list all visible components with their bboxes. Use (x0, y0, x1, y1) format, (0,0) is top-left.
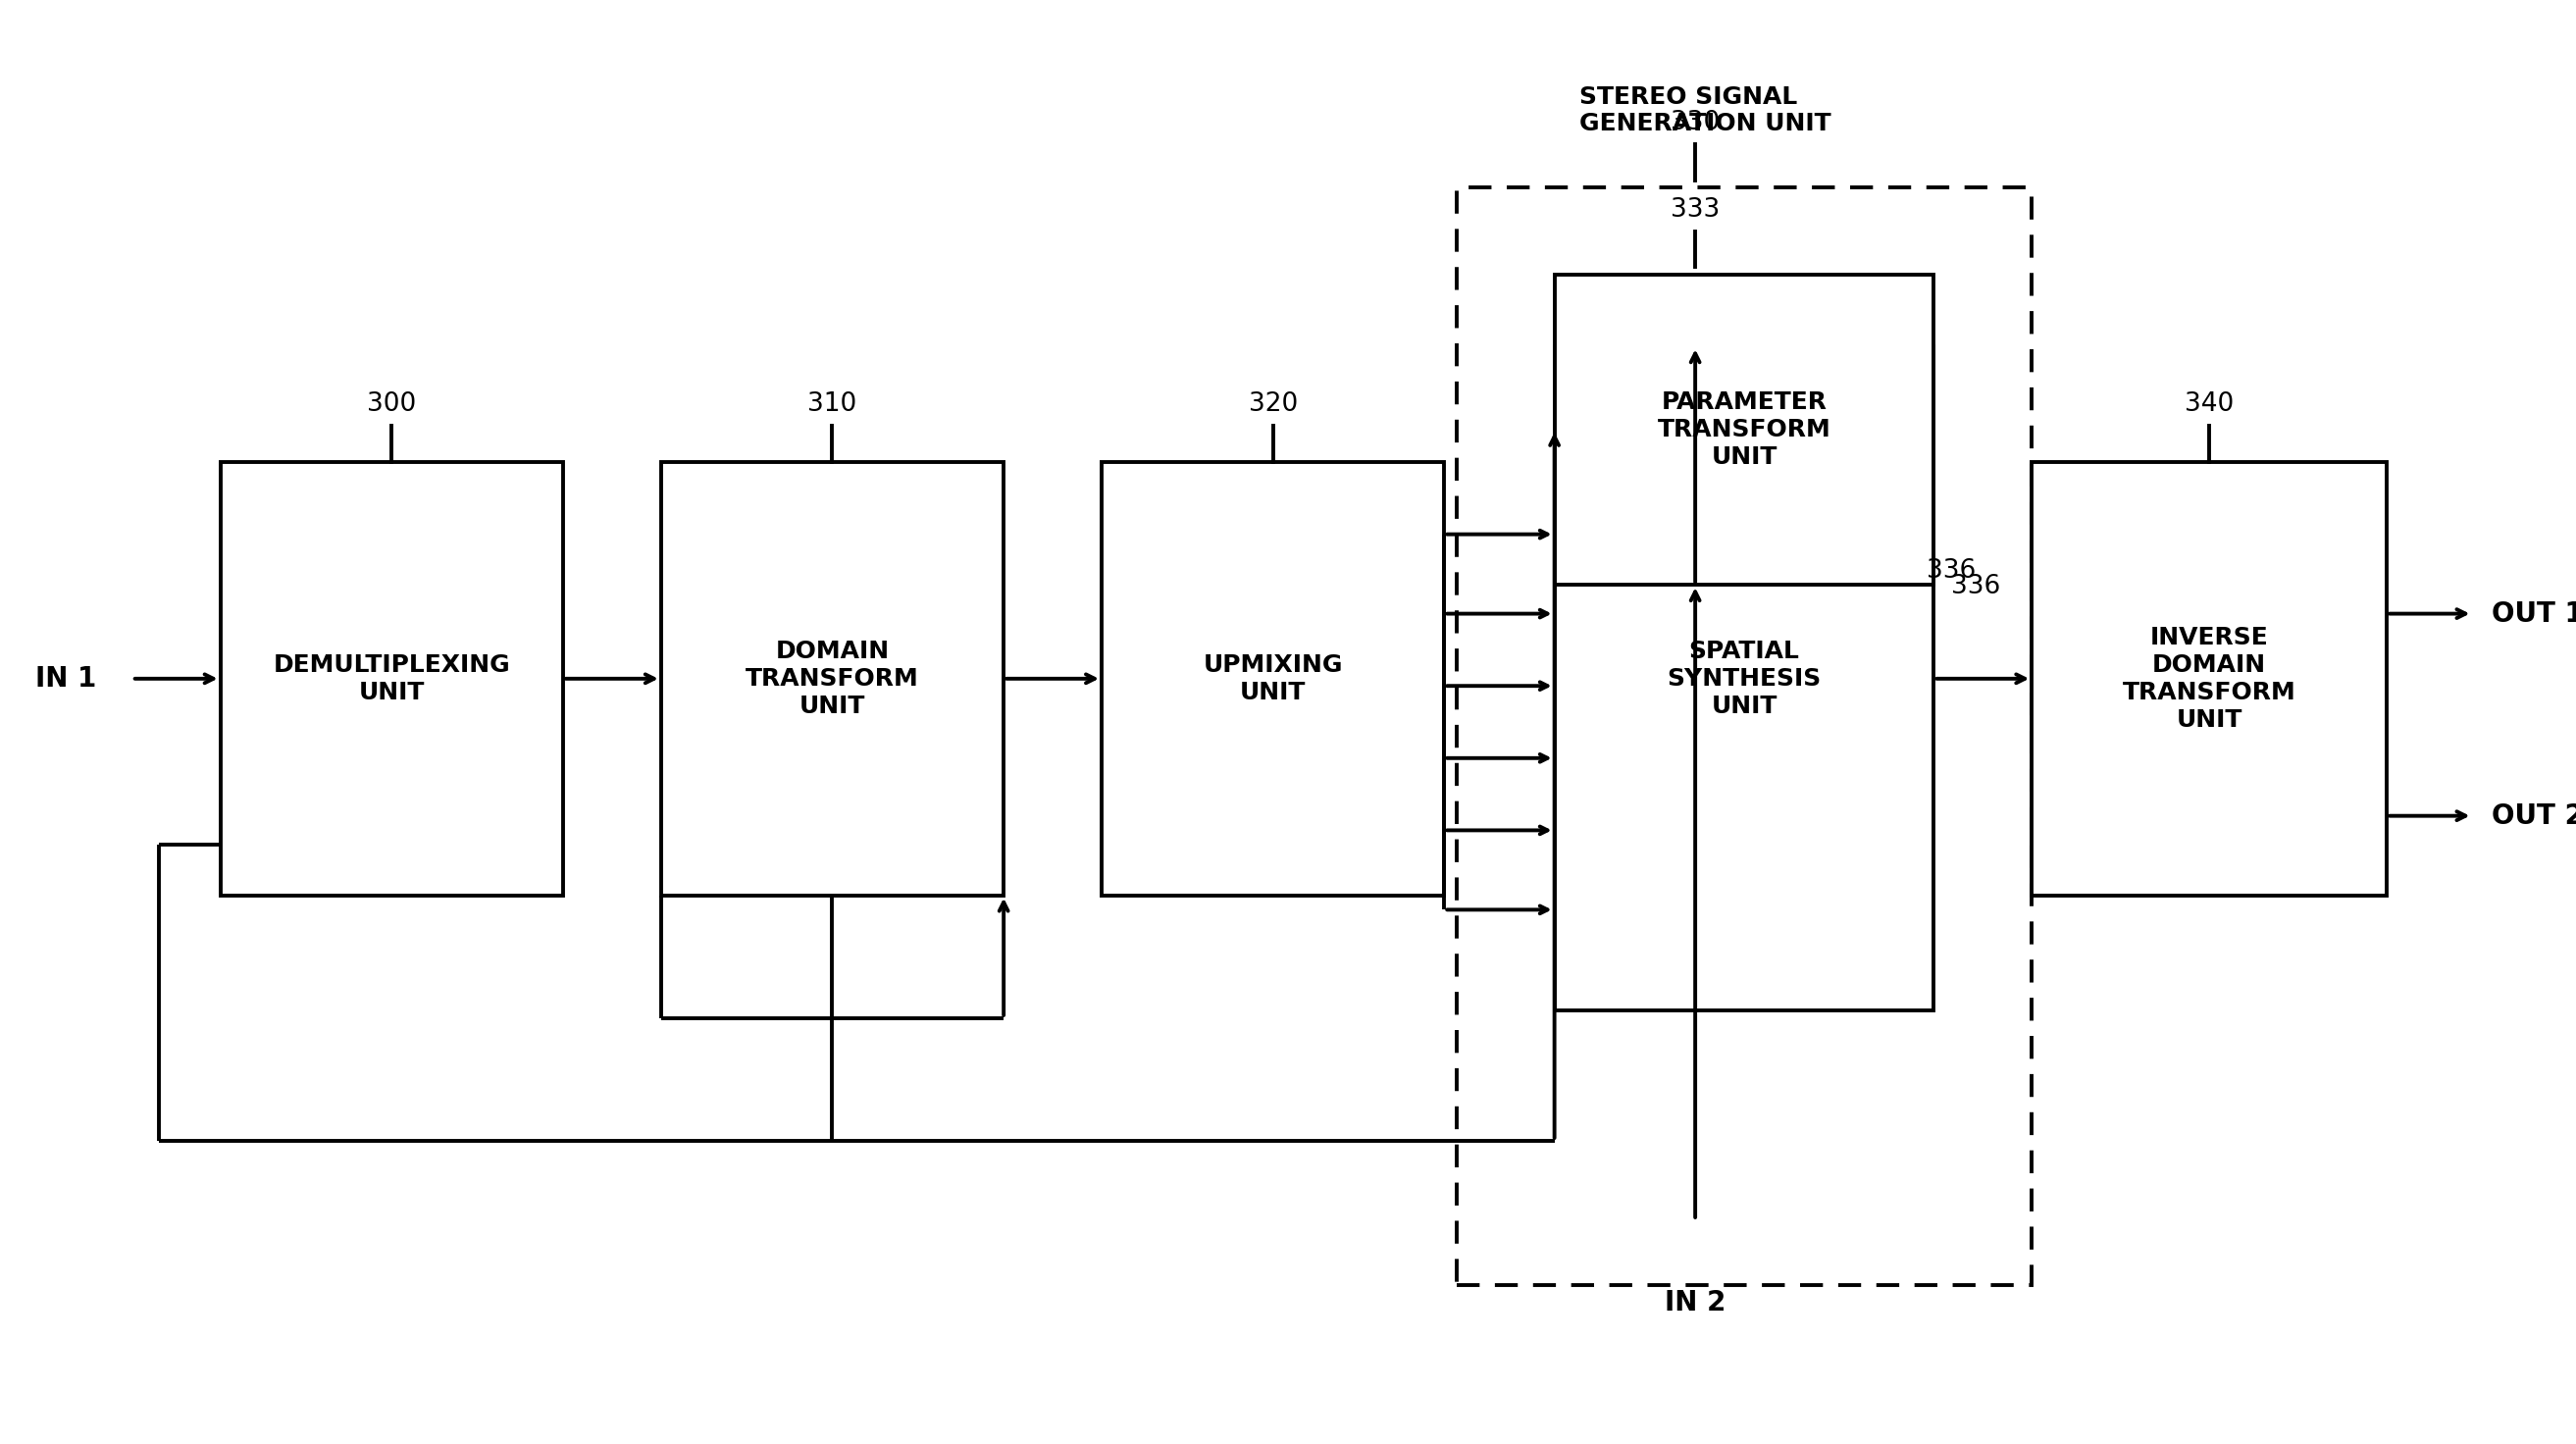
Text: UPMIXING
UNIT: UPMIXING UNIT (1203, 653, 1342, 705)
Text: 310: 310 (809, 391, 858, 417)
Text: OUT 1: OUT 1 (2491, 599, 2576, 628)
Text: SPATIAL
SYNTHESIS
UNIT: SPATIAL SYNTHESIS UNIT (1667, 640, 1821, 718)
Bar (1455, 188, 2032, 1285)
Text: 336: 336 (1927, 557, 1976, 583)
Bar (1103, 462, 1445, 895)
Text: IN 1: IN 1 (36, 664, 98, 693)
Bar (662, 462, 1005, 895)
Text: 333: 333 (1672, 196, 1721, 222)
Text: INVERSE
DOMAIN
TRANSFORM
UNIT: INVERSE DOMAIN TRANSFORM UNIT (2123, 627, 2295, 731)
Text: OUT 2: OUT 2 (2491, 801, 2576, 830)
Text: 320: 320 (1249, 391, 1298, 417)
Bar (1553, 347, 1935, 1011)
Text: 330: 330 (1672, 110, 1721, 136)
Bar (1553, 274, 1935, 585)
Text: 300: 300 (366, 391, 417, 417)
Text: STEREO SIGNAL
GENERATION UNIT: STEREO SIGNAL GENERATION UNIT (1579, 85, 1832, 136)
Bar (222, 462, 564, 895)
Text: IN 2: IN 2 (1664, 1288, 1726, 1317)
Text: DOMAIN
TRANSFORM
UNIT: DOMAIN TRANSFORM UNIT (744, 640, 920, 718)
Text: 340: 340 (2184, 391, 2233, 417)
Text: 336: 336 (1950, 573, 2002, 599)
Text: DEMULTIPLEXING
UNIT: DEMULTIPLEXING UNIT (273, 653, 510, 705)
Bar (2032, 462, 2388, 895)
Text: PARAMETER
TRANSFORM
UNIT: PARAMETER TRANSFORM UNIT (1656, 390, 1832, 469)
